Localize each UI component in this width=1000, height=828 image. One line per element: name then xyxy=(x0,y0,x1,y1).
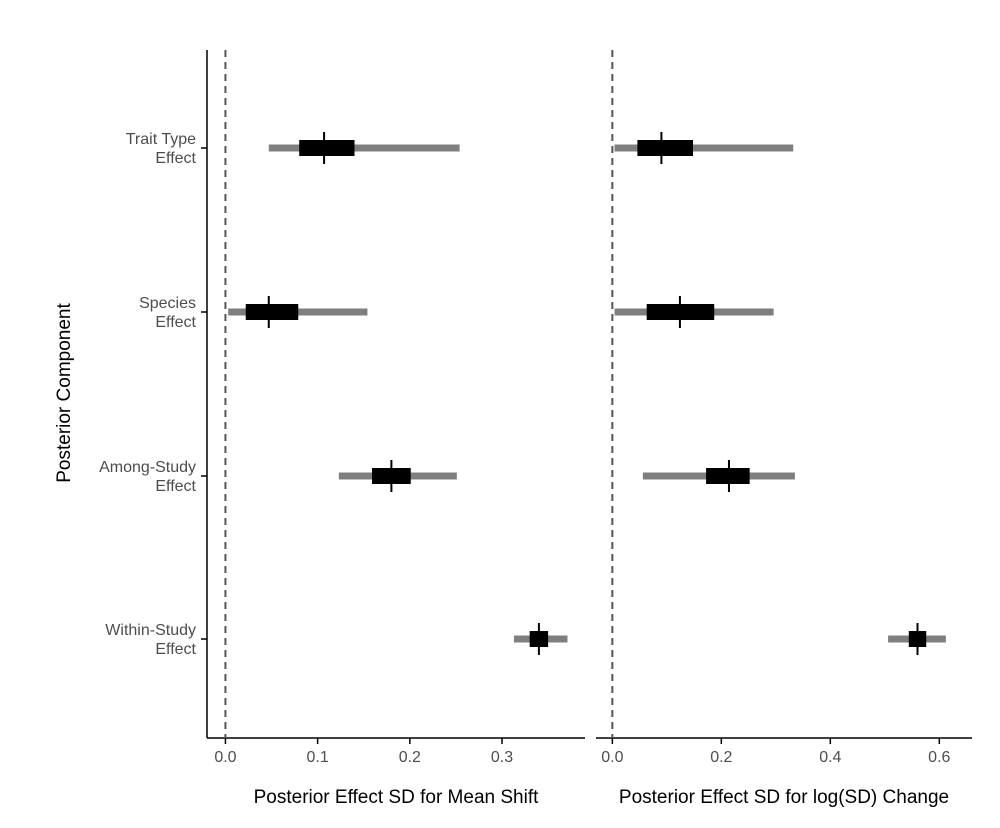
category-label: Effect xyxy=(155,314,196,331)
x-tick-label: 0.4 xyxy=(819,749,841,766)
x-tick-label: 0.3 xyxy=(491,749,513,766)
outer-interval-bar xyxy=(268,144,460,152)
category-label: Effect xyxy=(155,641,196,658)
outer-interval-bar xyxy=(614,144,794,152)
x-axis-title: Posterior Effect SD for Mean Shift xyxy=(254,787,539,808)
inner-interval-bar xyxy=(706,468,750,484)
x-tick-label: 0.0 xyxy=(601,749,623,766)
category-label: Effect xyxy=(155,150,196,167)
category-label: Among-Study xyxy=(99,459,196,476)
x-tick-label: 0.2 xyxy=(710,749,732,766)
category-label: Within-Study xyxy=(105,622,196,639)
x-axis-title: Posterior Effect SD for log(SD) Change xyxy=(619,787,949,808)
y-axis-title: Posterior Component xyxy=(54,303,75,483)
category-label: Trait Type xyxy=(126,131,196,148)
inner-interval-bar xyxy=(245,304,299,320)
inner-interval-bar xyxy=(299,140,355,156)
x-tick-label: 0.0 xyxy=(214,749,236,766)
category-label: Effect xyxy=(155,478,196,495)
x-tick-label: 0.1 xyxy=(307,749,329,766)
x-tick-label: 0.6 xyxy=(928,749,950,766)
category-label: Species xyxy=(139,295,196,312)
inner-interval-bar xyxy=(637,140,693,156)
x-tick-label: 0.2 xyxy=(399,749,421,766)
